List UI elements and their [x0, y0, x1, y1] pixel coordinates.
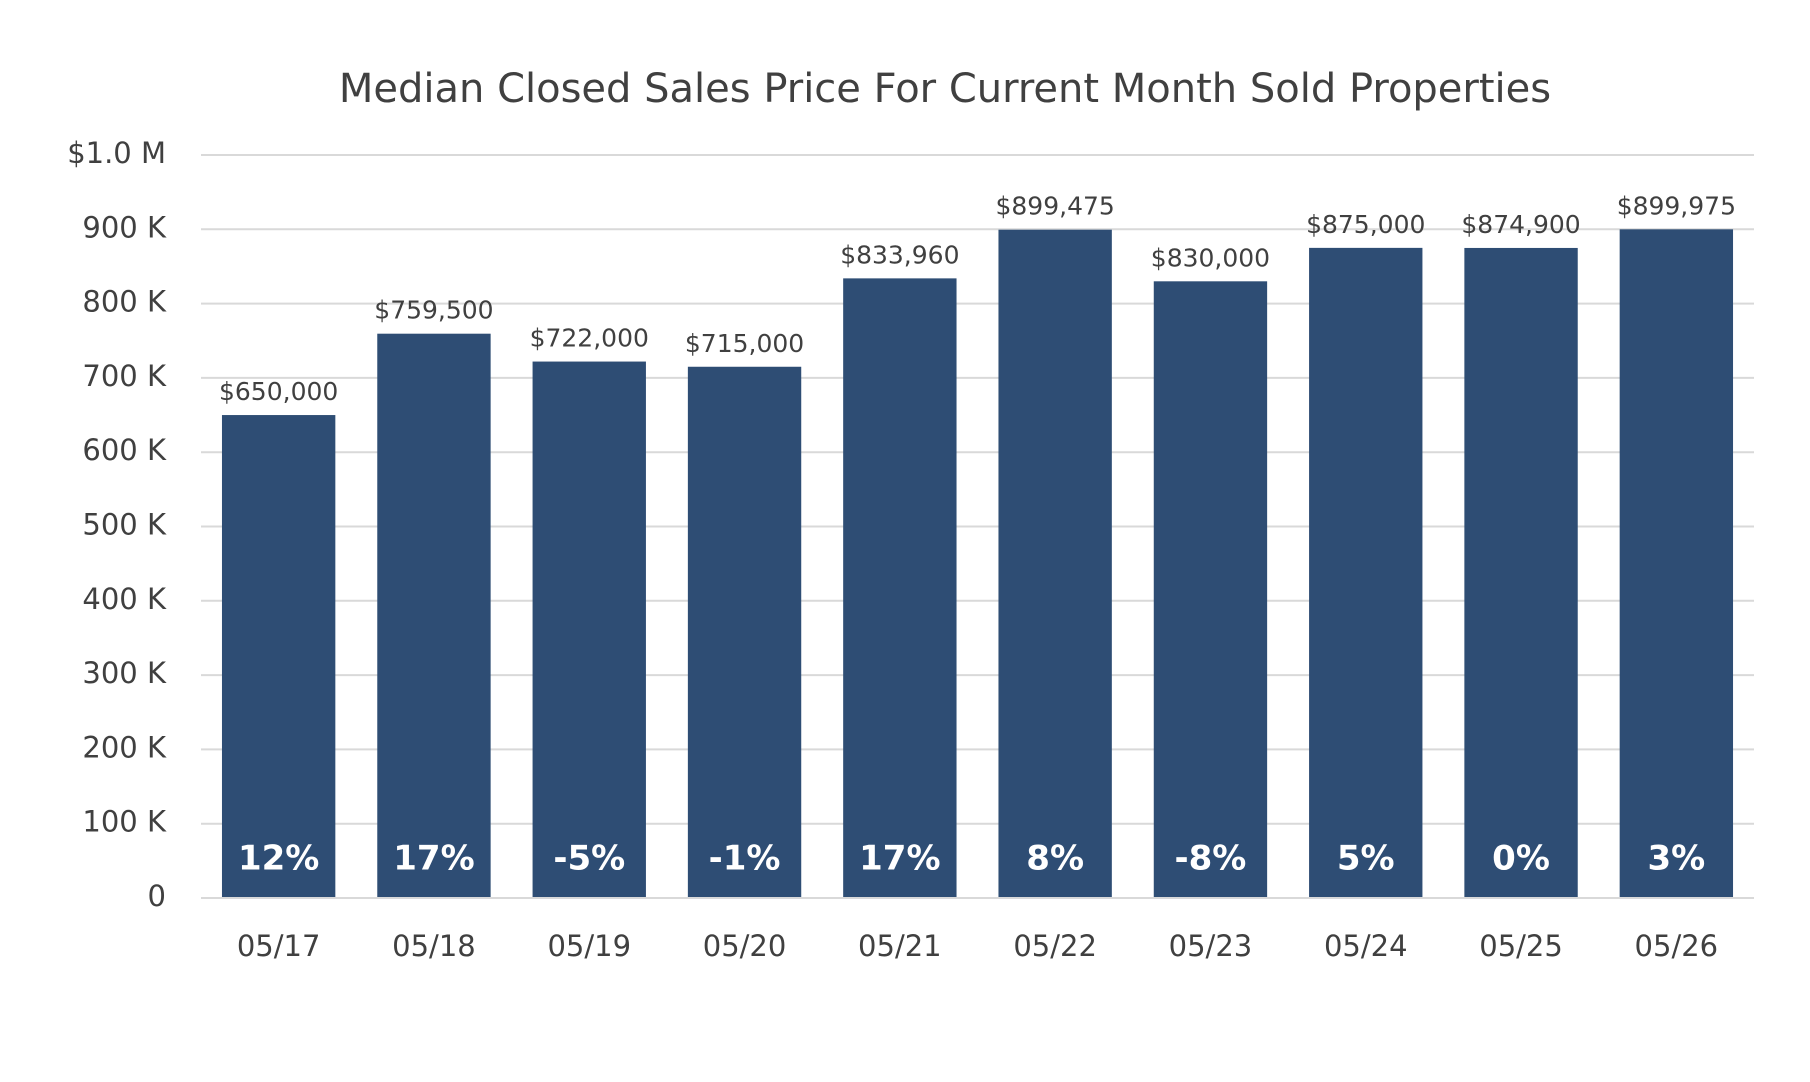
value-label: $874,900 — [1461, 210, 1580, 239]
y-tick-label: 800 K — [82, 285, 167, 319]
value-label: $715,000 — [685, 329, 804, 358]
value-label: $759,500 — [374, 296, 493, 325]
change-label: 17% — [859, 839, 940, 879]
value-label: $833,960 — [840, 240, 959, 269]
bar — [1309, 247, 1423, 898]
value-label: $899,475 — [996, 192, 1115, 221]
value-label: $899,975 — [1617, 191, 1736, 220]
y-tick-label: $1.0 M — [67, 136, 166, 170]
change-label: -1% — [709, 839, 781, 879]
bar — [1153, 281, 1268, 898]
change-label: 3% — [1647, 839, 1705, 879]
value-label: $722,000 — [530, 324, 649, 353]
change-label: 12% — [238, 839, 319, 879]
change-label: 0% — [1492, 839, 1550, 879]
x-tick-label: 05/19 — [547, 929, 631, 963]
bar — [843, 278, 957, 899]
y-tick-label: 200 K — [82, 730, 167, 764]
value-label: $830,000 — [1151, 243, 1270, 272]
change-label: -5% — [553, 839, 625, 879]
change-label: 5% — [1337, 839, 1395, 879]
y-tick-label: 700 K — [82, 359, 167, 393]
x-tick-label: 05/20 — [703, 929, 787, 963]
x-tick-label: 05/17 — [237, 929, 321, 963]
y-tick-label: 500 K — [82, 508, 167, 542]
y-tick-label: 600 K — [82, 433, 167, 467]
bar — [377, 333, 491, 898]
value-label: $650,000 — [219, 377, 338, 406]
y-tick-label: 300 K — [82, 656, 167, 690]
x-tick-label: 05/23 — [1169, 929, 1253, 963]
y-tick-label: 100 K — [82, 805, 167, 839]
bar — [221, 415, 336, 898]
x-tick-label: 05/22 — [1013, 929, 1097, 963]
y-tick-label: 900 K — [82, 210, 167, 244]
bar — [1619, 229, 1734, 898]
x-tick-label: 05/21 — [858, 929, 942, 963]
bar — [998, 229, 1112, 899]
change-label: 17% — [393, 839, 474, 879]
change-label: -8% — [1175, 839, 1247, 879]
change-label: 8% — [1026, 839, 1084, 879]
y-tick-label: 0 — [148, 879, 166, 913]
x-tick-label: 05/18 — [392, 929, 476, 963]
chart-title: Median Closed Sales Price For Current Mo… — [339, 66, 1551, 112]
bar — [687, 366, 802, 898]
bar — [1464, 247, 1578, 899]
x-tick-label: 05/26 — [1635, 929, 1719, 963]
y-tick-label: 400 K — [82, 582, 167, 616]
x-tick-label: 05/25 — [1479, 929, 1563, 963]
value-label: $875,000 — [1306, 210, 1425, 239]
x-tick-label: 05/24 — [1324, 929, 1408, 963]
bar — [532, 361, 646, 899]
